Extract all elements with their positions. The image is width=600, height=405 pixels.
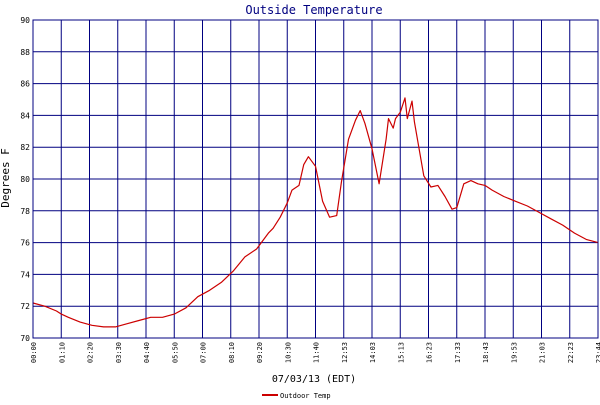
x-tick-label: 14:03 <box>369 342 377 363</box>
grid-lines <box>32 19 599 339</box>
y-tick-label: 90 <box>20 16 30 25</box>
legend: Outdoor Temp <box>262 392 331 400</box>
x-tick-label: 02:20 <box>87 342 95 363</box>
y-tick-label: 88 <box>20 48 30 57</box>
legend-label: Outdoor Temp <box>280 392 331 400</box>
plot-frame <box>32 19 599 339</box>
x-tick-label: 09:20 <box>256 342 264 363</box>
y-axis-label: Degrees F <box>0 148 12 208</box>
y-tick-label: 78 <box>20 207 30 216</box>
x-tick-label: 23:44 <box>595 342 600 363</box>
x-tick-label: 21:03 <box>539 342 547 363</box>
x-tick-label: 12:53 <box>341 342 349 363</box>
x-axis-label: 07/03/13 (EDT) <box>272 374 356 385</box>
y-tick-label: 70 <box>20 334 30 343</box>
y-tick-label: 82 <box>20 143 30 152</box>
x-tick-label: 17:33 <box>454 342 462 363</box>
y-tick-label: 86 <box>20 80 30 89</box>
y-tick-label: 84 <box>20 111 30 120</box>
x-tick-label: 04:40 <box>143 342 151 363</box>
y-tick-label: 80 <box>20 175 30 184</box>
series-layer <box>32 97 599 328</box>
y-tick-labels: 70 72 74 76 78 80 82 84 86 88 90 <box>20 16 30 343</box>
x-tick-label: 16:23 <box>426 342 434 363</box>
chart-title: Outside Temperature <box>245 3 382 17</box>
x-tick-label: 22:23 <box>567 342 575 363</box>
y-tick-label: 72 <box>20 302 30 311</box>
x-tick-label: 15:13 <box>397 342 405 363</box>
x-tick-labels: 00:00 01:10 02:20 03:30 04:40 05:50 07:00 08:10… <box>30 342 600 363</box>
x-tick-label: 08:10 <box>228 342 236 363</box>
x-tick-label: 19:53 <box>510 342 518 363</box>
x-tick-label: 10:30 <box>284 342 292 363</box>
x-tick-label: 11:40 <box>313 342 321 363</box>
x-tick-label: 01:10 <box>58 342 66 363</box>
y-tick-label: 74 <box>20 270 30 279</box>
x-tick-label: 00:00 <box>30 342 38 363</box>
y-tick-label: 76 <box>20 239 30 248</box>
x-tick-label: 07:00 <box>200 342 208 363</box>
x-tick-label: 03:30 <box>115 342 123 363</box>
series-line-outdoor-temp <box>32 97 599 328</box>
x-tick-label: 05:50 <box>171 342 179 363</box>
x-tick-label: 18:43 <box>482 342 490 363</box>
